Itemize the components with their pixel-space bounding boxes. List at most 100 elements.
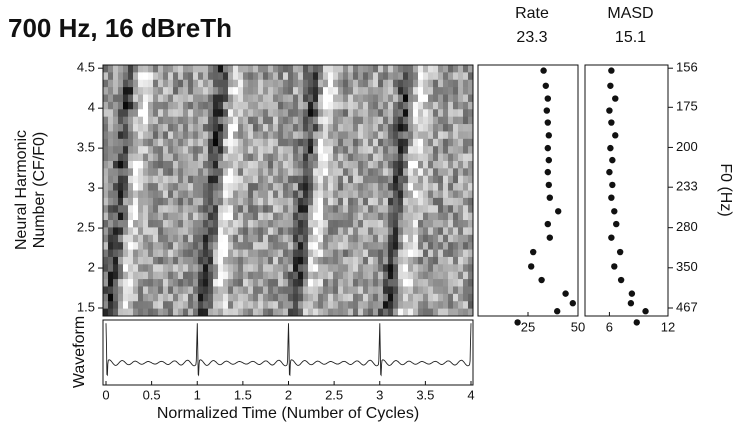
heatmap-cell xyxy=(418,197,424,206)
heatmap-cell xyxy=(423,249,429,258)
heatmap-cell xyxy=(348,65,354,73)
heatmap-cell xyxy=(143,197,149,206)
heatmap-cell xyxy=(383,205,389,214)
heatmap-cell xyxy=(138,301,144,310)
heatmap-cell xyxy=(278,249,284,258)
heatmap-cell xyxy=(188,220,194,228)
heatmap-cell xyxy=(423,116,429,125)
heatmap-cell xyxy=(193,301,199,310)
heatmap-cell xyxy=(178,264,184,273)
heatmap-cell xyxy=(368,242,374,250)
heatmap-cell xyxy=(173,168,179,177)
heatmap-cell xyxy=(363,109,369,118)
heatmap-cell xyxy=(218,72,224,81)
heatmap-cell xyxy=(118,65,124,73)
heatmap-cell xyxy=(168,160,174,169)
heatmap-cell xyxy=(218,220,224,228)
heatmap-cell xyxy=(398,175,404,184)
heatmap-cell xyxy=(463,109,469,118)
heatmap-cell xyxy=(283,183,289,191)
data-point xyxy=(545,181,552,189)
heatmap-cell xyxy=(163,65,169,73)
heatmap-cell xyxy=(108,116,114,125)
heatmap-cell xyxy=(218,79,224,88)
heatmap-cell xyxy=(213,146,219,154)
heatmap-cell xyxy=(188,308,194,317)
heatmap-cell xyxy=(168,131,174,140)
heatmap-cell xyxy=(193,168,199,177)
heatmap-cell xyxy=(143,109,149,118)
heatmap-cell xyxy=(468,212,474,221)
heatmap-cell xyxy=(278,124,284,132)
heatmap-cell xyxy=(218,101,224,110)
heatmap-cell xyxy=(108,197,114,206)
heatmap-cell xyxy=(358,72,364,81)
heatmap-cell xyxy=(393,293,399,302)
heatmap-cell xyxy=(348,197,354,206)
heatmap-cell xyxy=(268,308,274,317)
heatmap-cell xyxy=(148,234,154,243)
heatmap-cell xyxy=(283,146,289,154)
heatmap-cell xyxy=(333,87,339,95)
heatmap-cell xyxy=(398,94,404,103)
heatmap-cell xyxy=(298,293,304,302)
heatmap-cell xyxy=(468,271,474,280)
heatmap-cell xyxy=(388,234,394,243)
heatmap-cell xyxy=(208,293,214,302)
heatmap-cell xyxy=(418,138,424,147)
data-point xyxy=(612,95,619,102)
heatmap-cell xyxy=(128,242,134,250)
heatmap-cell xyxy=(413,109,419,118)
heatmap-cell xyxy=(233,197,239,206)
heatmap-cell xyxy=(183,146,189,154)
heatmap-cell xyxy=(408,212,414,221)
heatmap-cell xyxy=(213,220,219,228)
heatmap-cell xyxy=(453,308,459,317)
heatmap-cell xyxy=(283,234,289,243)
heatmap-cell xyxy=(163,256,169,265)
heatmap-cell xyxy=(328,190,334,199)
heatmap-cell xyxy=(363,271,369,280)
heatmap-cell xyxy=(243,264,249,273)
heatmap-cell xyxy=(318,168,324,177)
heatmap-cell xyxy=(243,116,249,125)
heatmap-cell xyxy=(293,308,299,317)
heatmap-cell xyxy=(228,109,234,118)
heatmap-cell xyxy=(203,175,209,184)
heatmap-cell xyxy=(443,249,449,258)
heatmap-cell xyxy=(178,87,184,95)
heatmap-cell xyxy=(273,264,279,273)
heatmap-cell xyxy=(178,242,184,250)
heatmap-cell xyxy=(218,234,224,243)
heatmap-cell xyxy=(153,101,159,110)
heatmap-cell xyxy=(193,227,199,236)
heatmap-cell xyxy=(178,197,184,206)
heatmap-cell xyxy=(128,249,134,258)
heatmap-cell xyxy=(148,131,154,140)
heatmap-cell xyxy=(393,153,399,162)
heatmap-cell xyxy=(388,146,394,154)
heatmap-cell xyxy=(443,301,449,310)
heatmap-cell xyxy=(378,131,384,140)
heatmap-cell xyxy=(338,242,344,250)
heatmap-cell xyxy=(148,286,154,295)
heatmap-cell xyxy=(383,212,389,221)
data-point xyxy=(554,308,561,315)
heatmap-cell xyxy=(228,79,234,88)
heatmap-cell xyxy=(248,87,254,95)
y2-tick-label: 175 xyxy=(676,99,698,114)
data-point xyxy=(633,319,640,326)
heatmap-cell xyxy=(178,109,184,118)
heatmap-cell xyxy=(438,220,444,228)
heatmap-cell xyxy=(443,205,449,214)
heatmap-cell xyxy=(203,220,209,228)
heatmap-cell xyxy=(178,279,184,287)
heatmap-cell xyxy=(433,79,439,88)
heatmap-cell xyxy=(213,124,219,132)
heatmap-cell xyxy=(143,153,149,162)
heatmap-cell xyxy=(438,101,444,110)
heatmap-cell xyxy=(133,183,139,191)
heatmap-cell xyxy=(243,190,249,199)
heatmap-cell xyxy=(398,160,404,169)
heatmap-cell xyxy=(173,308,179,317)
